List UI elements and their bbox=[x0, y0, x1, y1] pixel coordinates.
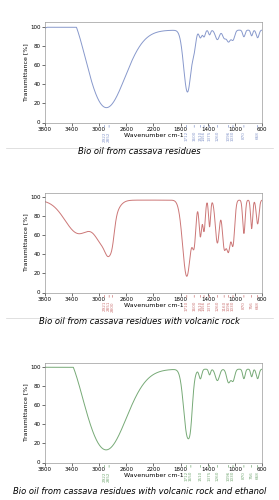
Text: 668: 668 bbox=[256, 471, 260, 479]
Text: 2922: 2922 bbox=[102, 471, 106, 482]
Text: 1375: 1375 bbox=[208, 301, 211, 312]
Text: 1096: 1096 bbox=[227, 131, 230, 141]
Text: 668: 668 bbox=[256, 301, 260, 309]
Text: 2922: 2922 bbox=[102, 131, 106, 141]
Text: 2851: 2851 bbox=[107, 301, 111, 312]
Text: 1510: 1510 bbox=[198, 471, 202, 482]
Text: 1030: 1030 bbox=[231, 471, 235, 482]
X-axis label: Wavenumber cm-1: Wavenumber cm-1 bbox=[124, 303, 183, 308]
Text: 1712: 1712 bbox=[185, 471, 189, 482]
Text: 870: 870 bbox=[242, 131, 246, 139]
Text: 756: 756 bbox=[250, 301, 254, 309]
Text: 1260: 1260 bbox=[215, 471, 219, 482]
X-axis label: Wavenumber cm-1: Wavenumber cm-1 bbox=[124, 473, 183, 478]
Text: 1030: 1030 bbox=[231, 301, 235, 312]
Text: Bio oil from cassava residues with volcanic rock: Bio oil from cassava residues with volca… bbox=[39, 318, 240, 326]
Text: 1260: 1260 bbox=[215, 131, 219, 141]
Text: 668: 668 bbox=[256, 131, 260, 139]
Text: 1375: 1375 bbox=[208, 471, 211, 482]
Text: 756: 756 bbox=[250, 471, 254, 479]
Text: 2852: 2852 bbox=[107, 131, 111, 141]
Y-axis label: Transmittance [%]: Transmittance [%] bbox=[24, 214, 28, 272]
Text: 2800: 2800 bbox=[111, 301, 115, 312]
Text: 870: 870 bbox=[242, 471, 246, 479]
X-axis label: Wavenumber cm-1: Wavenumber cm-1 bbox=[124, 133, 183, 138]
Text: Bio oil from cassava residues with volcanic rock and ethanol: Bio oil from cassava residues with volca… bbox=[13, 488, 266, 496]
Text: 1600: 1600 bbox=[192, 131, 196, 141]
Text: 1096: 1096 bbox=[227, 471, 230, 482]
Text: Bio oil from cassava residues: Bio oil from cassava residues bbox=[78, 148, 201, 156]
Text: 1510: 1510 bbox=[198, 131, 202, 141]
Text: 1712: 1712 bbox=[185, 131, 189, 141]
Text: 870: 870 bbox=[242, 301, 246, 309]
Y-axis label: Transmittance [%]: Transmittance [%] bbox=[24, 384, 28, 442]
Text: 1096: 1096 bbox=[227, 301, 230, 312]
Text: 1510: 1510 bbox=[198, 301, 202, 312]
Text: 2852: 2852 bbox=[107, 471, 111, 482]
Text: 1456: 1456 bbox=[202, 131, 206, 141]
Text: 1375: 1375 bbox=[208, 131, 211, 141]
Text: 1600: 1600 bbox=[192, 301, 196, 312]
Text: 1456: 1456 bbox=[202, 301, 206, 312]
Text: 1710: 1710 bbox=[185, 301, 189, 312]
Text: 1650: 1650 bbox=[189, 471, 193, 482]
Text: 2921: 2921 bbox=[102, 301, 106, 312]
Text: 1160: 1160 bbox=[222, 301, 226, 312]
Text: 1260: 1260 bbox=[215, 301, 219, 312]
Text: 1030: 1030 bbox=[231, 131, 235, 141]
Y-axis label: Transmittance [%]: Transmittance [%] bbox=[24, 44, 28, 102]
